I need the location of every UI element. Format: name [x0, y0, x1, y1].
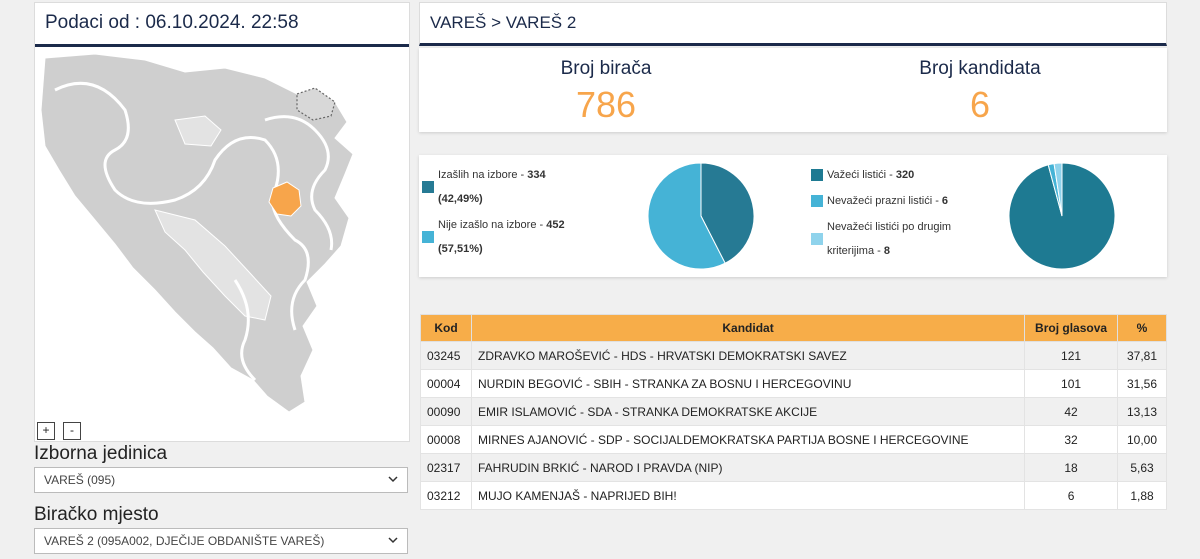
legend-label: Nevažeći listići po drugim — [827, 221, 952, 233]
table-row: 00008 MIRNES AJANOVIĆ - SDP - SOCIJALDEMO… — [420, 425, 1167, 454]
legend-label: Izašlih na izbore - — [438, 169, 528, 181]
cell-glasova: 6 — [1024, 481, 1118, 510]
cell-glasova: 121 — [1024, 341, 1118, 370]
pies-panel: Izašlih na izbore - 334 (42,49%) Nije iz… — [419, 155, 1167, 277]
candidates-stat: Broj kandidata 6 — [793, 58, 1167, 126]
legend-swatch — [811, 169, 823, 181]
cell-kod: 02317 — [420, 453, 472, 482]
voters-value: 786 — [575, 84, 637, 125]
cell-glasova: 32 — [1024, 425, 1118, 454]
cell-kod: 03245 — [420, 341, 472, 370]
legend-count: 452 — [546, 219, 565, 231]
cell-glasova: 42 — [1024, 397, 1118, 426]
turnout-pie-chart — [647, 162, 755, 270]
table-row: 00004 NURDIN BEGOVIĆ - SBIH - STRANKA ZA … — [420, 369, 1167, 398]
cell-glasova: 101 — [1024, 369, 1118, 398]
legend-label: Nije izašlo na izbore - — [438, 219, 547, 231]
cell-kandidat: MUJO KAMENJAŠ - NAPRIJED BIH! — [470, 481, 1026, 510]
cell-kandidat: EMIR ISLAMOVIĆ - SDA - STRANKA DEMOKRATS… — [470, 397, 1026, 426]
legend-count: 8 — [883, 245, 890, 257]
legend-label: Nevažeći prazni listići - — [827, 195, 942, 207]
table-row: 00090 EMIR ISLAMOVIĆ - SDA - STRANKA DEMO… — [420, 397, 1167, 426]
map-entity-boundary — [54, 81, 310, 331]
legend-turnout-voted: Izašlih na izbore - 334 (42,49%) — [422, 163, 622, 211]
map-panel: Podaci od : 06.10.2024. 22:58 + - — [34, 2, 410, 442]
candidates-label: Broj kandidata — [919, 58, 1041, 79]
col-kandidat[interactable]: Kandidat — [470, 314, 1026, 342]
cell-kod: 03212 — [420, 481, 472, 510]
chevron-down-icon — [388, 476, 398, 483]
col-kod[interactable]: Kod — [420, 314, 472, 342]
ballots-pie-slice-2 — [1053, 162, 1063, 217]
candidates-value: 6 — [969, 84, 991, 125]
biracko-mjesto-value: VAREŠ 2 (095A002, DJEČIJE OBDANIŠTE VARE… — [44, 534, 325, 548]
map-region-light-2[interactable] — [174, 115, 222, 147]
legend-pct: (57,51%) — [438, 243, 483, 255]
cell-pct: 5,63 — [1117, 453, 1167, 482]
cell-pct: 1,88 — [1117, 481, 1167, 510]
chevron-down-icon — [388, 537, 398, 544]
cell-kandidat: MIRNES AJANOVIĆ - SDP - SOCIJALDEMOKRATS… — [470, 425, 1026, 454]
voters-stat: Broj birača 786 — [419, 58, 793, 126]
legend-ballots-valid: Važeći listići - 320 — [811, 163, 1011, 187]
table-header-row: Kod Kandidat Broj glasova % — [420, 314, 1167, 342]
results-table: Kod Kandidat Broj glasova % 03245 ZDRAVKO… — [420, 314, 1167, 510]
map-selected-municipality[interactable] — [268, 181, 302, 217]
table-row: 03245 ZDRAVKO MAROŠEVIĆ - HDS - HRVATSKI … — [420, 341, 1167, 370]
cell-glasova: 18 — [1024, 453, 1118, 482]
legend-ballots-other: Nevažeći listići po drugim kriterijima -… — [811, 215, 1011, 263]
cell-kandidat: FAHRUDIN BRKIĆ - NAROD I PRAVDA (NIP) — [470, 453, 1026, 482]
turnout-pie-slice-0 — [700, 162, 755, 264]
cell-kod: 00008 — [420, 425, 472, 454]
legend-count: 320 — [895, 169, 915, 181]
legend-swatch — [422, 181, 434, 193]
ballots-pie-chart — [1008, 162, 1116, 270]
map-entity-boundary-3 — [233, 279, 257, 382]
zoom-in-button[interactable]: + — [37, 422, 55, 440]
izborna-jedinica-label: Izborna jedinica — [34, 443, 168, 464]
data-timestamp: Podaci od : 06.10.2024. 22:58 — [35, 3, 409, 47]
cell-kandidat: NURDIN BEGOVIĆ - SBIH - STRANKA ZA BOSNU… — [470, 369, 1026, 398]
col-glasova[interactable]: Broj glasova — [1024, 314, 1118, 342]
table-row: 03212 MUJO KAMENJAŠ - NAPRIJED BIH! 6 1,88 — [420, 481, 1167, 510]
cell-pct: 13,13 — [1117, 397, 1167, 426]
biracko-mjesto-select[interactable]: VAREŠ 2 (095A002, DJEČIJE OBDANIŠTE VARE… — [34, 528, 408, 554]
biracko-mjesto-label: Biračko mjesto — [34, 504, 159, 525]
legend-pct: (42,49%) — [438, 193, 483, 205]
cell-kandidat: ZDRAVKO MAROŠEVIĆ - HDS - HRVATSKI DEMOK… — [470, 341, 1026, 370]
legend-swatch — [811, 233, 823, 245]
cell-pct: 10,00 — [1117, 425, 1167, 454]
table-row: 02317 FAHRUDIN BRKIĆ - NAROD I PRAVDA (NI… — [420, 453, 1167, 482]
col-pct[interactable]: % — [1117, 314, 1167, 342]
cell-kod: 00004 — [420, 369, 472, 398]
turnout-pie-slice-1 — [647, 162, 726, 270]
map-brcko-district[interactable] — [296, 87, 336, 121]
cell-pct: 37,81 — [1117, 341, 1167, 370]
izborna-jedinica-value: VAREŠ (095) — [44, 473, 116, 487]
cell-kod: 00090 — [420, 397, 472, 426]
voters-label: Broj birača — [560, 58, 652, 79]
stats-panel: Broj birača 786 Broj kandidata 6 — [419, 48, 1167, 132]
cell-pct: 31,56 — [1117, 369, 1167, 398]
legend-count: 334 — [527, 169, 546, 181]
bih-map[interactable] — [35, 50, 409, 440]
izborna-jedinica-select[interactable]: VAREŠ (095) — [34, 467, 408, 493]
legend-turnout-notvoted: Nije izašlo na izbore - 452 (57,51%) — [422, 213, 622, 261]
legend-count: 6 — [941, 195, 949, 207]
legend-label: Važeći listići - — [827, 169, 896, 181]
bih-map-svg[interactable] — [35, 50, 409, 440]
zoom-out-button[interactable]: - — [63, 422, 81, 440]
legend-ballots-empty: Nevažeći prazni listići - 6 — [811, 189, 1011, 213]
legend-label-2: kriterijima - — [827, 245, 884, 257]
legend-swatch — [811, 195, 823, 207]
map-entity-boundary-2 — [264, 115, 334, 251]
breadcrumb: VAREŠ > VAREŠ 2 — [419, 2, 1167, 46]
legend-swatch — [422, 231, 434, 243]
